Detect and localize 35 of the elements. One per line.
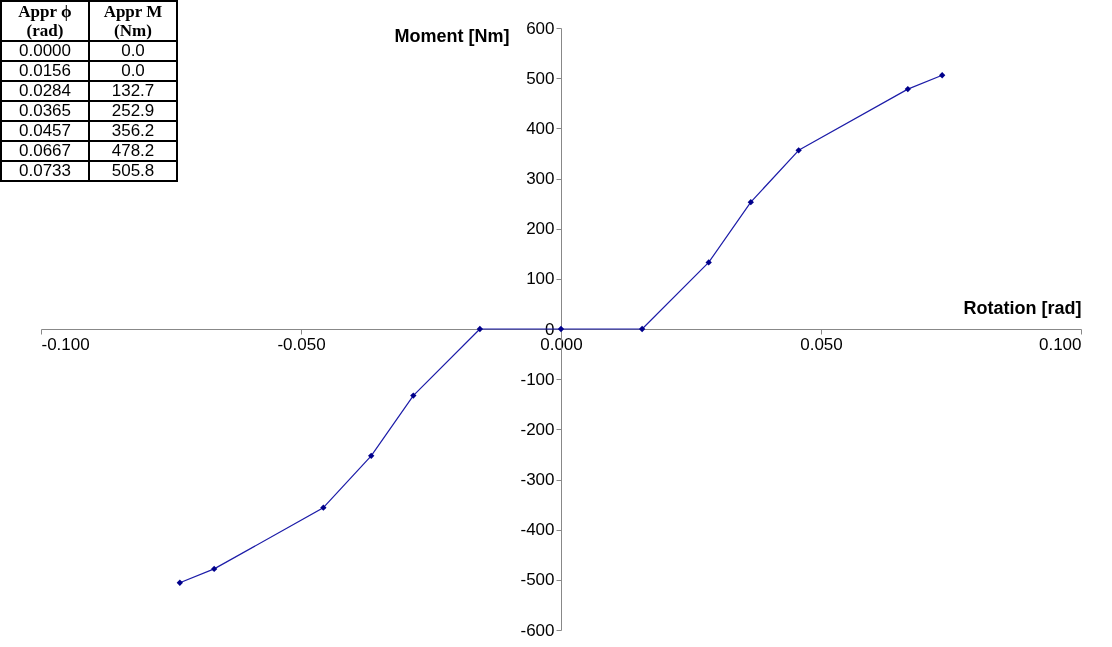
x-tick-label: -0.050 xyxy=(277,334,326,354)
annotation: 0.0000 xyxy=(1,41,89,61)
y-tick-label: -300 xyxy=(520,470,555,489)
x-tick-label: 0.050 xyxy=(800,334,843,354)
annotation: Appr M (Nm) xyxy=(89,1,177,41)
annotation: 0.0667 xyxy=(1,141,89,161)
x-axis-title: Rotation [rad] xyxy=(963,297,1082,318)
x-tick-label: -0.100 xyxy=(41,334,90,354)
y-tick-label: 200 xyxy=(526,219,555,239)
annotation: 0.0284 xyxy=(1,81,89,101)
x-tick-label: 0.000 xyxy=(540,334,583,354)
y-tick-label: 600 xyxy=(526,18,555,38)
annotation: 356.2 xyxy=(89,121,177,141)
annotation: 0.0365 xyxy=(1,101,89,121)
annotation: 0.0156 xyxy=(1,61,89,81)
y-tick-label: 100 xyxy=(526,269,555,289)
annotation: Appr ϕ (rad) xyxy=(1,1,89,41)
annotation: 0.0 xyxy=(89,61,177,81)
y-tick-label: 500 xyxy=(526,68,555,88)
annotation: 0.0733 xyxy=(1,161,89,181)
y-axis-title: Moment [Nm] xyxy=(394,25,510,46)
annotation: 505.8 xyxy=(89,161,177,181)
annotation: 478.2 xyxy=(89,141,177,161)
annotation: 0.0 xyxy=(89,41,177,61)
annotation: 132.7 xyxy=(89,81,177,101)
x-tick-label: 0.100 xyxy=(1038,334,1082,354)
y-tick-label: -600 xyxy=(520,620,555,640)
y-tick-label: -500 xyxy=(520,570,555,590)
y-tick-label: 300 xyxy=(526,169,555,188)
y-tick-label: -200 xyxy=(520,419,555,439)
y-tick-label: -400 xyxy=(520,520,555,540)
annotation: 252.9 xyxy=(89,101,177,121)
y-tick-label: -100 xyxy=(520,369,555,389)
y-tick-label: 400 xyxy=(526,118,555,138)
annotation: 0.0457 xyxy=(1,121,89,141)
